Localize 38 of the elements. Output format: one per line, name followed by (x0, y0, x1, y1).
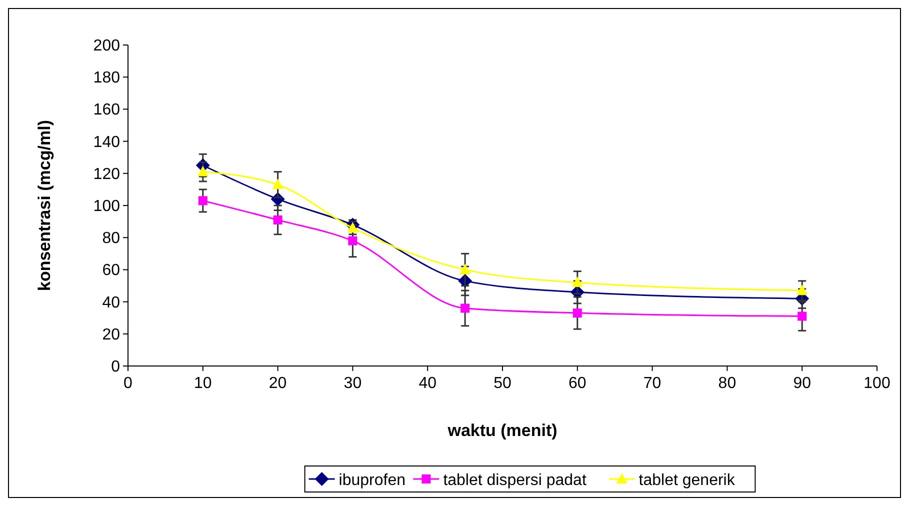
x-tick-label: 90 (793, 375, 812, 392)
x-tick-label: 20 (268, 375, 287, 392)
point (796, 284, 808, 296)
y-tick-label: 140 (93, 134, 120, 151)
legend-label: tablet generik (638, 472, 736, 489)
point (460, 304, 470, 313)
y-tick-label: 40 (102, 294, 120, 312)
y-tick-label: 60 (102, 262, 120, 280)
point (273, 215, 282, 224)
x-tick-label: 60 (568, 375, 586, 392)
point (198, 196, 208, 206)
legend-label: tablet dispersi padat (443, 472, 587, 489)
y-tick-label: 20 (102, 326, 120, 344)
point (348, 236, 358, 246)
x-tick-label: 10 (194, 375, 212, 392)
y-tick-label: 100 (93, 198, 120, 215)
x-tick-label: 0 (124, 375, 133, 392)
y-tick-label: 200 (93, 38, 120, 54)
legend-label: ibuprofen (338, 472, 406, 489)
x-tick-label: 70 (643, 375, 662, 392)
x-tick-label: 30 (344, 375, 362, 392)
point (197, 166, 208, 176)
x-tick-label: 100 (864, 375, 890, 392)
point (572, 276, 583, 288)
x-axis-title: waktu (menit) (446, 421, 558, 440)
y-tick-label: 120 (93, 166, 120, 183)
point (572, 308, 582, 318)
point (460, 264, 471, 274)
y-tick-label: 180 (93, 70, 120, 87)
x-tick-label: 80 (718, 375, 736, 392)
x-tick-label: 40 (418, 375, 437, 392)
point (798, 312, 807, 321)
point (272, 178, 284, 190)
y-tick-label: 0 (111, 358, 120, 376)
x-tick-label: 50 (494, 375, 512, 392)
y-axis-title: konsentrasi (mcg/ml) (35, 120, 54, 291)
y-tick-label: 160 (93, 102, 120, 119)
y-tick-label: 80 (102, 230, 120, 248)
